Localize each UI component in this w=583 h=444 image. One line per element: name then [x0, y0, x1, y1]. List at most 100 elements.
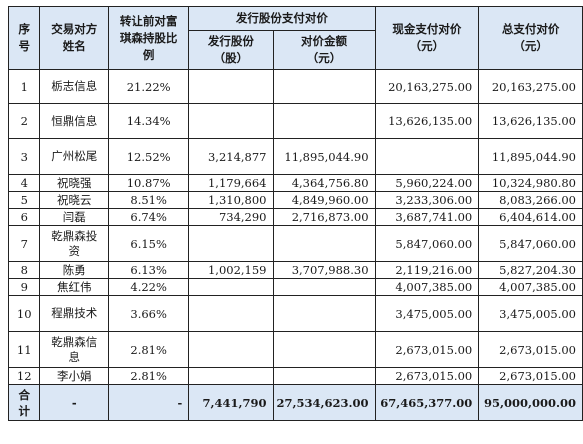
- cell-ratio: 6.74%: [108, 208, 190, 226]
- cell-cash: 3,475,005.00: [374, 295, 480, 332]
- header-seq: 序号: [7, 6, 41, 70]
- cell-ratio: 6.15%: [108, 225, 190, 262]
- cell-seq: 5: [7, 191, 41, 209]
- cell-cash: 2,673,015.00: [374, 367, 480, 385]
- header-share-payment: 发行股份支付对价: [188, 6, 376, 31]
- cell-seq: 1: [7, 69, 41, 104]
- table-row: 9 焦红伟 4.22% 4,007,385.00 4,007,385.00: [7, 278, 583, 296]
- header-shares-issued: 发行股份（股）: [188, 30, 274, 70]
- cell-share-amount: [272, 367, 376, 385]
- total-cash: 67,465,377.00: [374, 384, 480, 421]
- table-row: 7 乾鼎森投资 6.15% 5,847,060.00 5,847,060.00: [7, 225, 583, 262]
- cell-share-amount: [272, 225, 376, 262]
- cell-cash: 5,960,224.00: [374, 174, 480, 192]
- total-ratio: -: [108, 384, 190, 421]
- cell-total: 3,475,005.00: [478, 295, 583, 332]
- cell-name: 焦红伟: [39, 278, 110, 296]
- cell-shares: 1,310,800: [188, 191, 274, 209]
- cell-shares: [188, 225, 274, 262]
- cell-name: 程鼎技术: [39, 295, 110, 332]
- cell-shares: [188, 103, 274, 139]
- cell-share-amount: [272, 278, 376, 296]
- cell-ratio: 12.52%: [108, 138, 190, 175]
- total-total: 95,000,000.00: [478, 384, 583, 421]
- cell-shares: [188, 69, 274, 104]
- table-row: 1 栃志信息 21.22% 20,163,275.00 20,163,275.0…: [7, 69, 583, 104]
- cell-share-amount: 3,707,988.30: [272, 261, 376, 279]
- header-cash-payment: 现金支付对价（元）: [374, 6, 480, 70]
- header-counterparty: 交易对方姓名: [39, 6, 110, 70]
- cell-name: 广州松尾: [39, 138, 110, 175]
- cell-ratio: 3.66%: [108, 295, 190, 332]
- table-row: 12 李小娟 2.81% 2,673,015.00 2,673,015.00: [7, 367, 583, 385]
- cell-total: 5,827,204.30: [478, 261, 583, 279]
- cell-total: 8,083,266.00: [478, 191, 583, 209]
- cell-name: 祝晓强: [39, 174, 110, 192]
- cell-share-amount: [272, 103, 376, 139]
- cell-ratio: 4.22%: [108, 278, 190, 296]
- total-share-amount: 27,534,623.00: [272, 384, 376, 421]
- cell-shares: [188, 278, 274, 296]
- cell-total: 5,847,060.00: [478, 225, 583, 262]
- table-row: 5 祝晓云 8.51% 1,310,800 4,849,960.00 3,233…: [7, 191, 583, 209]
- cell-share-amount: [272, 295, 376, 332]
- cell-total: 10,324,980.80: [478, 174, 583, 192]
- cell-cash: 5,847,060.00: [374, 225, 480, 262]
- cell-seq: 7: [7, 225, 41, 262]
- cell-total: 4,007,385.00: [478, 278, 583, 296]
- header-share-amount: 对价金额（元）: [272, 30, 376, 70]
- cell-share-amount: [272, 331, 376, 368]
- cell-name: 李小娟: [39, 367, 110, 385]
- cell-seq: 8: [7, 261, 41, 279]
- cell-cash: 20,163,275.00: [374, 69, 480, 104]
- cell-ratio: 8.51%: [108, 191, 190, 209]
- cell-total: 6,404,614.00: [478, 208, 583, 226]
- cell-cash: 13,626,135.00: [374, 103, 480, 139]
- cell-share-amount: 4,364,756.80: [272, 174, 376, 192]
- cell-ratio: 2.81%: [108, 331, 190, 368]
- cell-cash: 3,687,741.00: [374, 208, 480, 226]
- payment-consideration-table: 序号 交易对方姓名 转让前对富琪森持股比例 发行股份支付对价 现金支付对价（元）…: [7, 6, 583, 421]
- cell-ratio: 10.87%: [108, 174, 190, 192]
- cell-ratio: 2.81%: [108, 367, 190, 385]
- cell-name: 乾鼎森投资: [39, 225, 110, 262]
- cell-cash: 4,007,385.00: [374, 278, 480, 296]
- total-label: 合计: [7, 384, 41, 421]
- cell-seq: 11: [7, 331, 41, 368]
- table-row: 2 恒鼎信息 14.34% 13,626,135.00 13,626,135.0…: [7, 103, 583, 139]
- table-body: 1 栃志信息 21.22% 20,163,275.00 20,163,275.0…: [7, 69, 583, 421]
- cell-shares: 734,290: [188, 208, 274, 226]
- cell-cash: [374, 138, 480, 175]
- cell-total: 13,626,135.00: [478, 103, 583, 139]
- cell-cash: 3,233,306.00: [374, 191, 480, 209]
- table-row: 11 乾鼎森信息 2.81% 2,673,015.00 2,673,015.00: [7, 331, 583, 368]
- cell-name: 恒鼎信息: [39, 103, 110, 139]
- cell-seq: 4: [7, 174, 41, 192]
- cell-shares: 1,002,159: [188, 261, 274, 279]
- cell-name: 陈勇: [39, 261, 110, 279]
- cell-total: 2,673,015.00: [478, 367, 583, 385]
- cell-seq: 2: [7, 103, 41, 139]
- cell-name: 祝晓云: [39, 191, 110, 209]
- cell-seq: 10: [7, 295, 41, 332]
- cell-name: 闫磊: [39, 208, 110, 226]
- payment-table-container: 序号 交易对方姓名 转让前对富琪森持股比例 发行股份支付对价 现金支付对价（元）…: [7, 6, 583, 421]
- table-row: 10 程鼎技术 3.66% 3,475,005.00 3,475,005.00: [7, 295, 583, 332]
- cell-seq: 6: [7, 208, 41, 226]
- table-row: 4 祝晓强 10.87% 1,179,664 4,364,756.80 5,96…: [7, 174, 583, 192]
- header-ratio: 转让前对富琪森持股比例: [108, 6, 190, 70]
- cell-shares: 3,214,877: [188, 138, 274, 175]
- cell-total: 20,163,275.00: [478, 69, 583, 104]
- cell-ratio: 21.22%: [108, 69, 190, 104]
- cell-shares: [188, 295, 274, 332]
- cell-shares: [188, 331, 274, 368]
- cell-seq: 9: [7, 278, 41, 296]
- cell-seq: 12: [7, 367, 41, 385]
- total-name: -: [39, 384, 110, 421]
- cell-share-amount: 4,849,960.00: [272, 191, 376, 209]
- cell-ratio: 14.34%: [108, 103, 190, 139]
- cell-share-amount: [272, 69, 376, 104]
- cell-name: 栃志信息: [39, 69, 110, 104]
- total-row: 合计 - - 7,441,790 27,534,623.00 67,465,37…: [7, 384, 583, 421]
- cell-share-amount: 2,716,873.00: [272, 208, 376, 226]
